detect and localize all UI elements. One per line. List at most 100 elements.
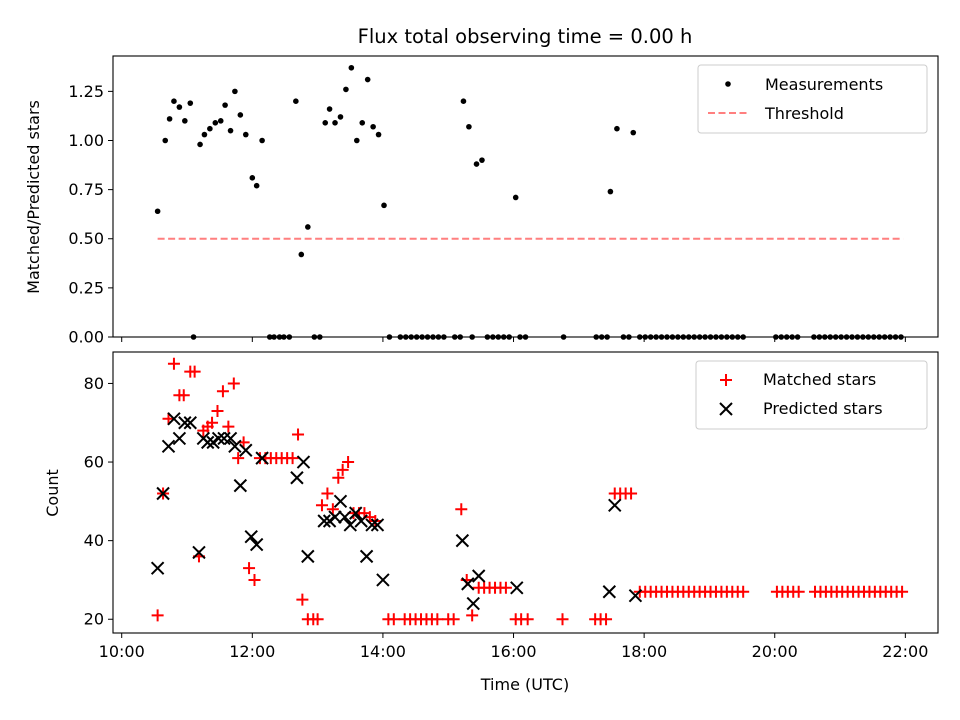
matched-star-point (151, 609, 164, 622)
predicted-star-point (172, 431, 187, 446)
matched-star-point (227, 377, 240, 390)
legend-matched-label: Matched stars (763, 370, 876, 389)
matched-star-point (311, 613, 324, 626)
measurement-point (176, 104, 183, 110)
bottom-x-tick-label: 10:00 (99, 642, 145, 661)
predicted-star-point (359, 549, 374, 564)
bottom-y-tick-label: 80 (84, 374, 104, 393)
predicted-star-point (233, 478, 248, 493)
predicted-star-point (200, 435, 215, 450)
predicted-star-point (343, 518, 357, 532)
predicted-star-point (228, 439, 242, 454)
measurement-point (232, 88, 238, 95)
measurement-point (242, 131, 249, 138)
bottom-x-tick-label: 14:00 (360, 642, 406, 661)
measurement-point (237, 112, 244, 118)
measurement-point (512, 194, 519, 201)
top-y-tick-label: 0.00 (68, 328, 104, 347)
matched-star-point (455, 503, 468, 516)
matched-star-point (896, 585, 909, 598)
bottom-x-axis-label: Time (UTC) (480, 675, 569, 694)
predicted-star-point (471, 569, 486, 583)
bottom-legend-box (695, 360, 928, 430)
predicted-star-point (338, 510, 352, 524)
measurement-point (212, 120, 219, 126)
predicted-star-point (178, 416, 192, 430)
bottom-x-tick-label: 12:00 (229, 642, 275, 661)
bottom-y-axis-label: Count (43, 469, 62, 517)
measurement-point (359, 120, 366, 126)
matched-star-point (792, 585, 805, 598)
matched-star-point (167, 357, 180, 370)
matched-star-point (243, 562, 256, 575)
measurement-point (322, 120, 329, 126)
predicted-star-point (192, 545, 206, 560)
measurement-point (197, 141, 203, 148)
measurement-point (326, 106, 333, 112)
bottom-legend: Matched stars Predicted stars (695, 360, 928, 430)
predicted-star-point (183, 416, 197, 430)
top-y-tick-label: 1.00 (68, 131, 104, 150)
measurement-point (337, 114, 344, 120)
predicted-star-point (455, 533, 470, 548)
matched-star-point (431, 613, 444, 626)
matched-star-point (342, 456, 355, 469)
predicted-star-point (354, 514, 368, 528)
predicted-star-point (602, 585, 617, 599)
top-panel-title: Flux total observing time = 0.00 h (358, 25, 693, 48)
predicted-star-point (150, 561, 165, 575)
matched-star-point (315, 499, 328, 512)
matched-star-point (336, 463, 349, 476)
top-y-tick-label: 0.50 (68, 229, 104, 248)
predicted-star-point (317, 514, 331, 528)
matched-star-point (321, 487, 334, 500)
bottom-panel-frame (112, 351, 939, 634)
top-plot-area: 0.00 0.25 0.50 0.75 1.00 1.25 (68, 64, 906, 347)
matched-star-point (556, 613, 569, 626)
measurement-point (253, 182, 260, 189)
matched-star-point (232, 452, 245, 465)
predicted-star-point (211, 431, 226, 446)
predicted-star-point (217, 431, 231, 446)
predicted-star-point (333, 494, 348, 509)
predicted-star-point (628, 588, 643, 603)
predicted-star-point (461, 577, 475, 591)
bottom-panel: 20 40 60 80 10:00 12:00 14:00 16:00 18:00 20:00 22… (43, 351, 939, 694)
top-legend: Measurements Threshold (697, 64, 928, 134)
measurement-point (293, 98, 299, 104)
measurement-point (460, 98, 467, 104)
matched-star-point (216, 385, 229, 398)
legend-measurements-label: Measurements (765, 75, 883, 94)
measurement-point (227, 127, 234, 134)
top-y-tick-label: 1.25 (68, 82, 104, 101)
matched-star-point (286, 452, 299, 465)
measurement-point (154, 208, 161, 215)
measurement-point (298, 251, 305, 258)
predicted-star-point (328, 510, 342, 524)
bottom-x-tick-label: 22:00 (882, 642, 928, 661)
measurement-point (343, 86, 349, 93)
matched-star-point (206, 416, 219, 429)
predicted-star-point (510, 581, 524, 595)
matched-star-point (326, 503, 339, 516)
predicted-star-point (301, 549, 315, 564)
measurement-point (607, 188, 614, 195)
bottom-x-tick-label: 18:00 (621, 642, 667, 661)
predicted-star-point (349, 506, 363, 520)
legend-measurements-marker (725, 81, 731, 87)
bottom-x-tick-label: 16:00 (490, 642, 536, 661)
predicted-star-point (370, 518, 385, 532)
predicted-star-point (365, 518, 379, 532)
measurement-point (249, 175, 256, 181)
top-y-tick-label: 0.25 (68, 278, 104, 297)
measurement-point (466, 123, 472, 130)
measurement-point (353, 137, 360, 144)
bottom-plot-area: 20 40 60 80 10:00 12:00 14:00 16:00 18:00 20:00 22… (84, 357, 928, 661)
top-legend-box (697, 64, 928, 134)
measurement-point (305, 224, 311, 230)
predicted-star-point (244, 530, 258, 544)
matched-star-point (292, 428, 305, 441)
predicted-star-point (167, 412, 181, 426)
matched-star-point (162, 412, 175, 425)
